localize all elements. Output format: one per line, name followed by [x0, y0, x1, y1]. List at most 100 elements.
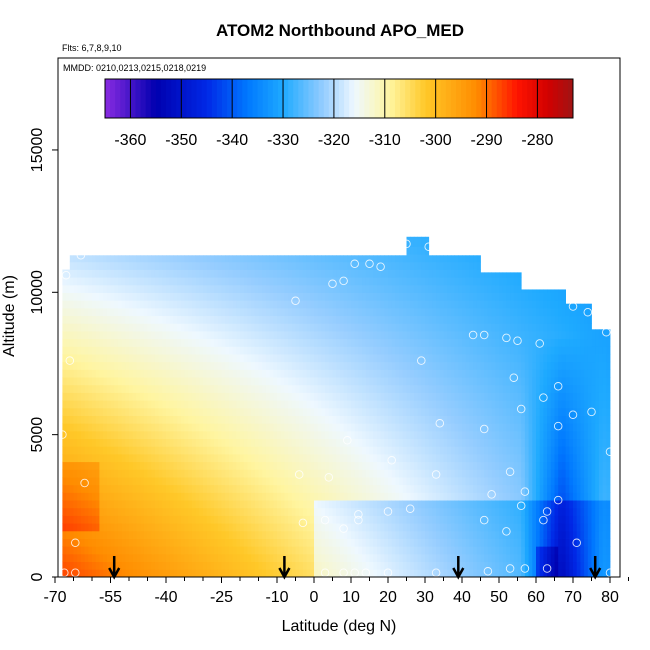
heatmap-cell: [284, 261, 289, 270]
heatmap-cell: [114, 277, 119, 286]
heatmap-cell: [450, 369, 455, 378]
heatmap-cell: [140, 515, 145, 524]
heatmap-cell: [273, 284, 278, 293]
heatmap-cell: [121, 454, 126, 463]
heatmap-cell: [288, 400, 293, 409]
heatmap-cell: [254, 430, 259, 440]
heatmap-cell: [369, 361, 374, 370]
heatmap-cell: [247, 331, 252, 340]
heatmap-cell: [288, 277, 293, 286]
heatmap-cell: [417, 300, 422, 309]
heatmap-cell: [321, 315, 326, 324]
heatmap-cell: [92, 446, 97, 455]
heatmap-cell: [121, 384, 126, 393]
heatmap-cell: [69, 523, 74, 532]
heatmap-cell: [103, 407, 108, 416]
heatmap-cell: [288, 461, 293, 470]
heatmap-cell: [469, 454, 474, 463]
heatmap-cell: [447, 369, 452, 378]
heatmap-cell: [465, 430, 470, 440]
heatmap-cell: [439, 384, 444, 393]
heatmap-cell: [480, 446, 485, 455]
heatmap-cell: [265, 407, 270, 416]
heatmap-cell: [84, 284, 89, 293]
heatmap-cell: [332, 546, 337, 555]
heatmap-cell: [291, 292, 296, 301]
heatmap-cell: [295, 484, 300, 493]
heatmap-cell: [354, 423, 359, 432]
heatmap-cell: [199, 331, 204, 340]
heatmap-cell: [162, 423, 167, 432]
heatmap-cell: [125, 438, 130, 447]
heatmap-cell: [491, 461, 496, 470]
heatmap-cell: [140, 430, 145, 440]
heatmap-cell: [132, 338, 137, 347]
heatmap-cell: [225, 361, 230, 370]
heatmap-cell: [347, 446, 352, 455]
heatmap-cell: [314, 377, 319, 386]
heatmap-cell: [240, 407, 245, 416]
heatmap-cell: [228, 269, 233, 278]
heatmap-cell: [328, 354, 333, 363]
heatmap-cell: [439, 369, 444, 378]
heatmap-cell: [306, 377, 311, 386]
heatmap-cell: [454, 331, 459, 340]
heatmap-cell: [162, 569, 167, 578]
heatmap-cell: [125, 400, 130, 409]
heatmap-cell: [129, 384, 134, 393]
heatmap-cell: [195, 500, 200, 509]
heatmap-cell: [339, 553, 344, 563]
heatmap-cell: [243, 492, 248, 501]
heatmap-cell: [365, 515, 370, 524]
heatmap-cell: [358, 269, 363, 278]
heatmap-cell: [384, 423, 389, 432]
heatmap-cell: [365, 255, 370, 263]
heatmap-cell: [413, 238, 418, 247]
heatmap-cell: [140, 277, 145, 286]
heatmap-cell: [151, 315, 156, 324]
heatmap-cell: [354, 515, 359, 524]
heatmap-cell: [306, 430, 311, 440]
heatmap-cell: [351, 423, 356, 432]
heatmap-cell: [280, 338, 285, 347]
heatmap-cell: [462, 292, 467, 301]
heatmap-cell: [69, 415, 74, 424]
heatmap-cell: [380, 331, 385, 340]
heatmap-cell: [140, 500, 145, 509]
heatmap-cell: [376, 392, 381, 401]
heatmap-cell: [191, 446, 196, 455]
heatmap-cell: [269, 354, 274, 363]
heatmap-cell: [214, 300, 219, 309]
heatmap-cell: [125, 423, 130, 432]
heatmap-cell: [484, 307, 489, 317]
heatmap-cell: [177, 569, 182, 578]
heatmap-cell: [450, 392, 455, 401]
heatmap-cell: [288, 515, 293, 524]
heatmap-cell: [162, 430, 167, 440]
heatmap-cell: [195, 515, 200, 524]
heatmap-cell: [106, 430, 111, 440]
heatmap-cell: [310, 384, 315, 393]
heatmap-cell: [247, 515, 252, 524]
heatmap-cell: [325, 255, 330, 263]
heatmap-cell: [369, 346, 374, 355]
heatmap-cell: [432, 346, 437, 355]
heatmap-cell: [236, 461, 241, 470]
heatmap-cell: [77, 492, 82, 501]
heatmap-cell: [495, 469, 500, 478]
heatmap-cell: [325, 361, 330, 370]
heatmap-cell: [413, 461, 418, 470]
heatmap-cell: [473, 369, 478, 378]
heatmap-cell: [280, 400, 285, 409]
heatmap-cell: [265, 477, 270, 486]
heatmap-cell: [240, 523, 245, 532]
heatmap-cell: [254, 377, 259, 386]
heatmap-cell: [277, 454, 282, 463]
heatmap-cell: [80, 392, 85, 401]
heatmap-cell: [262, 492, 267, 501]
heatmap-cell: [499, 500, 504, 509]
heatmap-cell: [114, 507, 119, 516]
heatmap-cell: [380, 255, 385, 263]
heatmap-cell: [236, 277, 241, 286]
heatmap-cell: [92, 255, 97, 263]
